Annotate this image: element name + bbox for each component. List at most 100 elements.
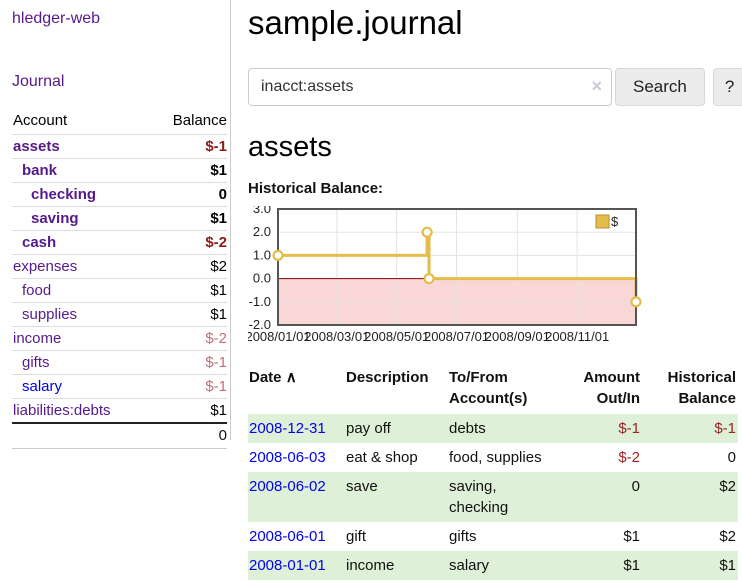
- account-row: gifts $-1: [12, 350, 227, 375]
- accounts-tbody: assets $-1 bank $1 checking 0 saving $1 cash $-2 e…: [12, 134, 227, 424]
- transaction-balance: $-1: [714, 420, 736, 437]
- account-balance: $1: [210, 210, 227, 227]
- account-link-checking[interactable]: checking: [31, 186, 97, 203]
- transaction-date-link[interactable]: 2008-06-03: [249, 449, 326, 466]
- account-balance: $-2: [205, 330, 227, 347]
- accounts-header-account: Account: [13, 112, 68, 129]
- svg-text:2008/11/01: 2008/11/01: [545, 329, 609, 344]
- register-header-row: Date ∧ Description To/From Account(s) Am…: [248, 364, 738, 414]
- account-link-gifts[interactable]: gifts: [22, 354, 50, 371]
- account-row: liabilities:debts $1: [12, 398, 227, 424]
- search-row: × Search ?: [248, 68, 742, 106]
- account-row: income $-2: [12, 326, 227, 351]
- transaction-amount: $1: [623, 557, 640, 574]
- svg-text:2.0: 2.0: [253, 224, 271, 239]
- transaction-description: eat & shop: [346, 449, 418, 466]
- search-button[interactable]: Search: [615, 68, 705, 106]
- account-link-saving[interactable]: saving: [31, 210, 79, 227]
- sidebar: hledger-web Journal Account Balance asse…: [0, 0, 231, 449]
- svg-text:0.0: 0.0: [253, 271, 271, 286]
- transaction-amount: $1: [623, 528, 640, 545]
- svg-text:-1.0: -1.0: [249, 294, 271, 309]
- account-row: cash $-2: [12, 230, 227, 255]
- register-tbody: 2008-12-31 pay off debts $-1 $-1 2008-06-03 ea…: [248, 414, 738, 580]
- svg-text:2008/03/01: 2008/03/01: [304, 329, 369, 344]
- account-balance: $-1: [205, 378, 227, 395]
- transaction-amount: $-2: [618, 449, 640, 466]
- transaction-accounts: salary: [449, 557, 490, 574]
- transaction-accounts: food, supplies: [449, 449, 542, 466]
- register-row: 2008-12-31 pay off debts $-1 $-1: [248, 414, 738, 443]
- accounts-total-row: 0: [12, 423, 227, 449]
- brand-link[interactable]: hledger-web: [12, 10, 101, 27]
- transaction-date-link[interactable]: 2008-01-01: [249, 557, 326, 574]
- account-link-bank[interactable]: bank: [22, 162, 58, 179]
- account-heading: assets: [248, 131, 332, 163]
- register-row: 2008-06-01 gift gifts $1 $2: [248, 522, 738, 551]
- transaction-amount: $-1: [618, 420, 640, 437]
- account-balance: $1: [210, 306, 227, 323]
- sidebar-item-journal[interactable]: Journal: [12, 73, 65, 90]
- transaction-balance: $1: [719, 557, 736, 574]
- account-link-food[interactable]: food: [22, 282, 52, 299]
- account-row: bank $1: [12, 158, 227, 183]
- svg-text:2008/09/01: 2008/09/01: [485, 329, 550, 344]
- transaction-description: pay off: [346, 420, 391, 437]
- account-row: assets $-1: [12, 134, 227, 159]
- register-table: Date ∧ Description To/From Account(s) Am…: [248, 364, 738, 580]
- transaction-balance: $2: [719, 478, 736, 495]
- chart-svg[interactable]: $3.0 2.0 1.0 0.0 -1.0 -2.02008/01/012008/03/0…: [248, 206, 658, 346]
- account-balance: 0: [218, 186, 227, 203]
- account-balance: $2: [210, 258, 227, 275]
- register-header-description: Description: [346, 369, 429, 386]
- accounts-header-balance: Balance: [172, 112, 227, 129]
- svg-text:3.0: 3.0: [253, 206, 271, 216]
- transaction-description: income: [346, 557, 395, 574]
- svg-text:$: $: [611, 214, 619, 229]
- clear-search-icon[interactable]: ×: [591, 76, 602, 96]
- page-title: sample.journal: [248, 4, 463, 41]
- account-row: checking 0: [12, 182, 227, 207]
- transaction-accounts: debts: [449, 420, 486, 437]
- account-balance: $-1: [205, 354, 227, 371]
- transaction-accounts: saving, checking: [449, 478, 509, 516]
- register-header-date[interactable]: Date ∧: [249, 369, 297, 386]
- transaction-balance: 0: [727, 449, 736, 466]
- chart-title: Historical Balance:: [248, 180, 384, 197]
- search-input[interactable]: [248, 68, 612, 106]
- account-row: salary $-1: [12, 374, 227, 399]
- register-row: 2008-06-03 eat & shop food, supplies $-2 0: [248, 443, 738, 472]
- transaction-date-link[interactable]: 2008-06-01: [249, 528, 326, 545]
- account-link-salary[interactable]: salary: [22, 378, 63, 395]
- svg-text:-2.0: -2.0: [249, 317, 271, 332]
- accounts-total-value: 0: [218, 427, 227, 444]
- historical-balance-chart[interactable]: $3.0 2.0 1.0 0.0 -1.0 -2.0 2008/01/01 2008/03/0…: [248, 206, 738, 346]
- account-balance: $1: [210, 282, 227, 299]
- account-row: food $1: [12, 278, 227, 303]
- transaction-date-link[interactable]: 2008-12-31: [249, 420, 326, 437]
- register-header-amount: Amount Out/In: [583, 369, 640, 407]
- account-link-income[interactable]: income: [13, 330, 62, 347]
- account-link-cash[interactable]: cash: [22, 234, 57, 251]
- account-balance: $1: [210, 402, 227, 419]
- transaction-description: save: [346, 478, 378, 495]
- account-row: saving $1: [12, 206, 227, 231]
- help-button[interactable]: ?: [712, 68, 742, 106]
- register-row: 2008-06-02 save saving, checking 0 $2: [248, 472, 738, 522]
- svg-text:2008/05/01: 2008/05/01: [364, 329, 429, 344]
- account-link-liabilities-debts[interactable]: liabilities:debts: [13, 402, 111, 419]
- transaction-description: gift: [346, 528, 367, 545]
- transaction-date-link[interactable]: 2008-06-02: [249, 478, 326, 495]
- register-row: 2008-01-01 income salary $1 $1: [248, 551, 738, 580]
- account-balance: $-1: [205, 138, 227, 155]
- svg-text:2008/07/01: 2008/07/01: [424, 329, 489, 344]
- account-row: expenses $2: [12, 254, 227, 279]
- account-link-supplies[interactable]: supplies: [22, 306, 78, 323]
- svg-text:1.0: 1.0: [253, 247, 271, 262]
- account-link-assets[interactable]: assets: [13, 138, 60, 155]
- transaction-accounts: gifts: [449, 528, 477, 545]
- register-header-accounts: To/From Account(s): [449, 369, 528, 407]
- transaction-amount: 0: [631, 478, 640, 495]
- account-link-expenses[interactable]: expenses: [13, 258, 78, 275]
- account-balance: $-2: [205, 234, 227, 251]
